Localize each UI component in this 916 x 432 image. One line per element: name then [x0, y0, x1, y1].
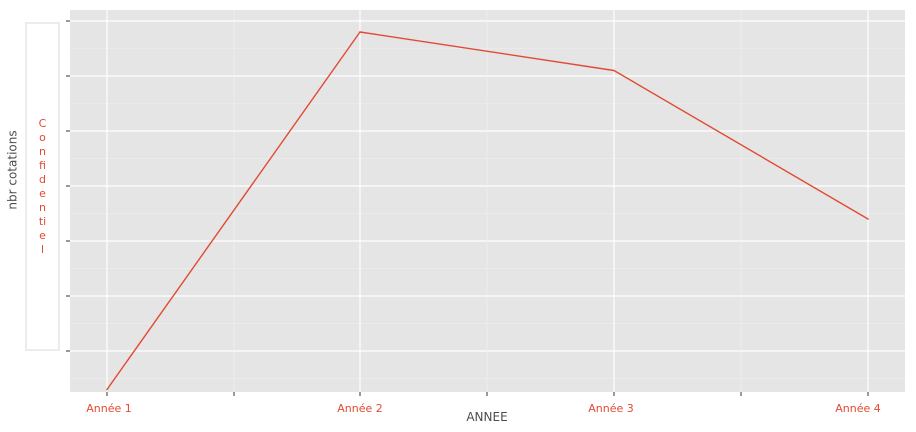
confidential-glyph: d: [39, 172, 46, 186]
x-tick-label-3: Année 3: [588, 402, 634, 415]
confidential-glyph: n: [39, 200, 46, 214]
series-group: [106, 31, 869, 391]
gridlines-x: [106, 10, 869, 392]
data-point: [106, 388, 108, 391]
plot-panel: [70, 10, 905, 392]
axis-ticks: [66, 20, 869, 396]
confidential-glyph: fi: [39, 158, 46, 172]
confidential-glyph: e: [39, 228, 46, 242]
confidential-glyph: l: [40, 242, 45, 256]
confidential-glyph: e: [39, 186, 46, 200]
series-line: [106, 31, 869, 390]
y-axis-title: nbr cotations: [6, 130, 20, 210]
x-tick-label-1: Année 1: [86, 402, 132, 415]
x-tick-label-4: Année 4: [835, 402, 881, 415]
data-point: [867, 218, 869, 220]
data-point: [359, 31, 361, 33]
confidential-glyph: o: [39, 130, 46, 144]
x-axis-title: ANNEE: [466, 410, 508, 424]
minor-gridlines-y: [70, 48, 905, 379]
confidential-glyph: ti: [38, 214, 47, 228]
y-axis-title-container: nbr cotations: [4, 100, 22, 240]
data-point: [613, 69, 615, 72]
x-tick-label-2: Année 2: [337, 402, 383, 415]
major-gridlines-y: [70, 20, 905, 352]
confidential-glyph: n: [39, 144, 46, 158]
confidential-glyph: C: [38, 116, 47, 130]
